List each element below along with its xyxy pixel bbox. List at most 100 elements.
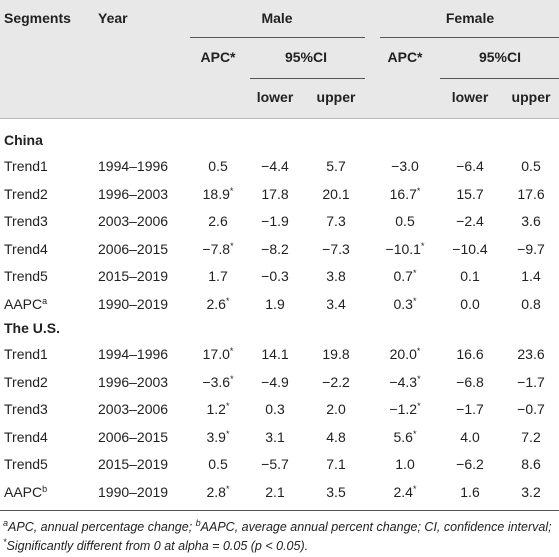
footnote-text: Significantly different from 0 at alpha …	[6, 539, 309, 553]
table-cell: 3.2	[521, 483, 541, 500]
significance-mark: *	[225, 295, 230, 306]
table-cell: −5.7	[261, 456, 289, 472]
significance-mark: *	[225, 483, 230, 494]
female-ci-rule	[440, 78, 559, 79]
table-cell: 0.5	[208, 456, 228, 472]
table-cell: 17.0*	[202, 346, 234, 362]
table-cell: 16.6	[456, 346, 484, 362]
table-cell: 2015–2019	[98, 268, 169, 284]
table-cell: 17.8	[261, 185, 289, 202]
table-cell: −10.4	[452, 240, 488, 257]
table-cell: −6.8	[456, 373, 484, 390]
table-cell: 7.1	[326, 456, 346, 472]
header-cell: upper	[316, 89, 356, 105]
table-cell: −7.8*	[202, 240, 234, 257]
table-cell: 0.3	[265, 401, 285, 417]
table-cell: 3.5	[326, 483, 346, 500]
table-cell: 3.8	[326, 268, 346, 284]
table-cell: 0.5	[521, 158, 541, 174]
significance-mark: *	[412, 268, 417, 278]
table-cell: 1.2*	[206, 401, 230, 417]
footnote-mark: b	[42, 483, 48, 494]
section-title: The U.S.	[4, 320, 61, 336]
table-cell: 1994–1996	[98, 346, 169, 362]
significance-mark: *	[225, 401, 230, 411]
table-cell: Trend2	[4, 373, 48, 390]
header-cell: 95%CI	[284, 49, 328, 65]
table-cell: 0.0	[460, 295, 480, 312]
table-cell: 7.3	[326, 213, 346, 229]
table-cell: 14.1	[261, 346, 289, 362]
header-cell: Segments	[4, 10, 71, 26]
table-cell: 3.9*	[206, 428, 230, 445]
footnote-mark: a	[42, 295, 48, 306]
table-cell: 4.8	[326, 428, 346, 445]
table-cell: 8.6	[521, 456, 541, 472]
table-cell: 7.2	[521, 428, 541, 445]
table-cell: Trend1	[4, 346, 48, 362]
header-cell: lower	[451, 89, 489, 105]
header-cell: 95%CI	[478, 49, 522, 65]
significance-mark: *	[230, 240, 234, 251]
table-cell: −1.7	[456, 401, 484, 417]
table-cell: 2.1	[265, 483, 285, 500]
table-cell: 2.4*	[393, 483, 417, 500]
table-cell: Trend4	[4, 428, 48, 445]
table-cell: 2.6	[208, 213, 228, 229]
footnote-mark: a	[3, 518, 9, 528]
table-cell: 1.4	[521, 268, 541, 284]
table-cell: 3.4	[326, 295, 346, 312]
table-cell: −3.0	[391, 158, 419, 174]
table-cell: −2.4	[456, 213, 484, 229]
table-cell: 20.1	[322, 185, 350, 202]
table-cell: Trend2	[4, 185, 48, 202]
significance-mark: *	[417, 373, 421, 384]
footnote: aAPC, annual percentage change; bAAPC, a…	[3, 518, 555, 556]
footnote-mark: *	[3, 537, 7, 547]
table-cell: −0.7	[517, 401, 545, 417]
table-cell: 0.7*	[393, 268, 417, 284]
table-cell: 1994–1996	[98, 158, 169, 174]
table-cell: 1.7	[208, 268, 228, 284]
table-cell: −4.4	[261, 158, 289, 174]
footnote-text: AAPC, average annual percent change; CI,…	[200, 520, 552, 534]
table-cell: Trend5	[4, 268, 48, 284]
table-cell: −4.9	[261, 373, 289, 390]
significance-mark: *	[412, 295, 417, 306]
header-cell: Female	[445, 10, 495, 26]
significance-mark: *	[225, 428, 230, 439]
table-cell: 2003–2006	[98, 213, 169, 229]
table-cell: 18.9*	[202, 185, 234, 202]
significance-mark: *	[230, 373, 234, 384]
table-cell: 2003–2006	[98, 401, 169, 417]
table-cell: 2.6*	[206, 295, 230, 312]
male-span-rule	[190, 37, 365, 38]
header-rule	[0, 118, 559, 119]
table-cell: −0.3	[261, 268, 289, 284]
header-cell: Year	[98, 10, 128, 26]
table-cell: 1996–2003	[98, 373, 169, 390]
table-cell: Trend3	[4, 401, 48, 417]
table-cell: 17.6	[517, 185, 545, 202]
table-cell: −2.2	[322, 373, 350, 390]
table-cell: −1.2*	[389, 401, 421, 417]
table-cell: 5.7	[326, 158, 346, 174]
table-cell: −3.6*	[202, 373, 234, 390]
significance-mark: *	[229, 185, 234, 196]
table-cell: −8.2	[261, 240, 289, 257]
table-cell: 0.5	[395, 213, 415, 229]
table-cell: Trend1	[4, 158, 48, 174]
table-cell: 23.6	[517, 346, 545, 362]
table-cell: −4.3*	[389, 373, 421, 390]
table-cell: 5.6*	[393, 428, 417, 445]
significance-mark: *	[416, 346, 421, 356]
table-cell: 20.0*	[389, 346, 421, 362]
footnote-text: APC, annual percentage change;	[8, 520, 196, 534]
table-cell: 1996–2003	[98, 185, 169, 202]
table-cell: 16.7*	[389, 185, 421, 202]
table-cell: AAPCa	[4, 295, 48, 312]
table-cell: 2.0	[326, 401, 346, 417]
header-cell: APC*	[387, 49, 423, 65]
table-cell: 0.1	[460, 268, 480, 284]
table-cell: Trend5	[4, 456, 48, 472]
